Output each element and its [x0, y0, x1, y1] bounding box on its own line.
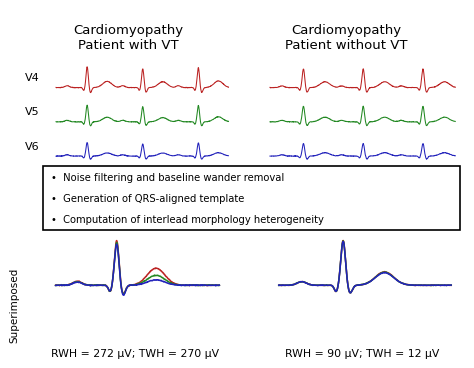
FancyBboxPatch shape: [43, 166, 460, 230]
Text: •  Noise filtering and baseline wander removal: • Noise filtering and baseline wander re…: [51, 173, 284, 184]
Text: •  Computation of interlead morphology heterogeneity: • Computation of interlead morphology he…: [51, 215, 324, 225]
Text: •  Generation of QRS-aligned template: • Generation of QRS-aligned template: [51, 194, 245, 204]
Text: Cardiomyopathy
Patient with VT: Cardiomyopathy Patient with VT: [73, 24, 183, 52]
Text: RWH = 272 μV; TWH = 270 μV: RWH = 272 μV; TWH = 270 μV: [51, 349, 219, 359]
Text: V4: V4: [25, 73, 40, 83]
Text: Superimposed: Superimposed: [9, 268, 19, 343]
Text: RWH = 90 μV; TWH = 12 μV: RWH = 90 μV; TWH = 12 μV: [285, 349, 440, 359]
Text: Cardiomyopathy
Patient without VT: Cardiomyopathy Patient without VT: [285, 24, 407, 52]
Text: V6: V6: [25, 142, 40, 152]
Text: V5: V5: [25, 107, 40, 117]
